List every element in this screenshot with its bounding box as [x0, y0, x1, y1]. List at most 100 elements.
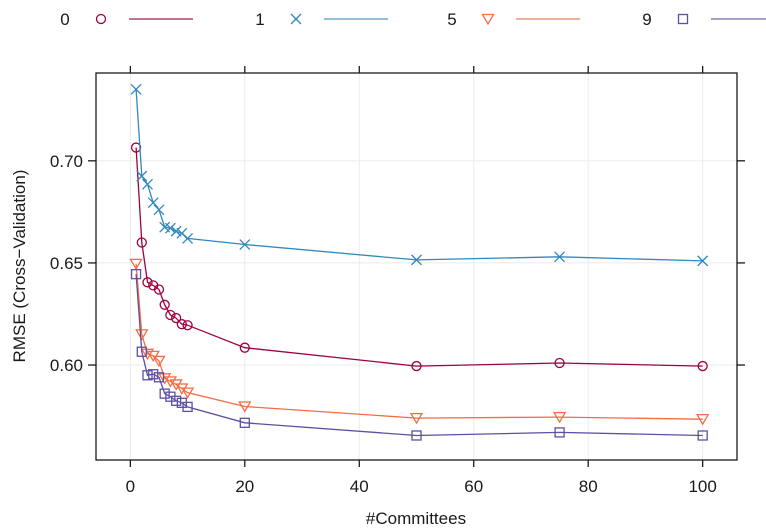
legend-marker-square	[677, 13, 689, 25]
x-tick-label: 80	[579, 477, 598, 496]
data-point-9	[159, 388, 170, 399]
data-point-0	[411, 360, 422, 372]
data-point-9	[153, 372, 165, 383]
data-point-1-stroke	[554, 251, 566, 263]
data-point-1	[136, 170, 148, 182]
data-point-9	[136, 346, 147, 357]
series-5	[129, 258, 710, 426]
data-point-9	[411, 430, 422, 441]
x-tick-label: 0	[126, 477, 135, 496]
series-line-0	[135, 147, 703, 367]
x-tick-label: 100	[688, 477, 716, 496]
data-point-5	[180, 387, 195, 399]
data-point-0	[554, 357, 565, 369]
data-point-1	[182, 232, 194, 244]
data-point-0	[159, 299, 170, 310]
data-point-0	[239, 342, 250, 353]
data-point-1-stroke	[142, 178, 153, 190]
data-point-1	[130, 83, 142, 95]
legend-label: 9	[642, 10, 651, 29]
data-point-1	[164, 222, 176, 234]
legend-label: 1	[255, 10, 264, 29]
data-point-0	[176, 319, 187, 330]
data-point-1-stroke	[164, 222, 176, 234]
x-tick-label: 60	[464, 477, 483, 496]
data-point-5	[175, 383, 189, 395]
plot-frame	[95, 72, 738, 461]
data-point-1	[697, 255, 709, 267]
data-point-1-stroke	[697, 255, 709, 267]
legend-marker-triangle-down	[481, 13, 495, 26]
data-point-5	[552, 411, 567, 424]
data-point-0	[697, 360, 708, 372]
legend-marker-circle	[95, 13, 107, 25]
data-point-1-stroke	[239, 239, 251, 251]
data-point-1	[554, 251, 566, 263]
series-line-1	[135, 89, 703, 262]
legend-label: 0	[60, 10, 69, 29]
series-layer	[129, 83, 710, 441]
x-tick-label: 40	[350, 477, 369, 496]
series-line-5	[135, 263, 703, 420]
data-point-0	[142, 277, 153, 288]
data-point-1-stroke	[182, 232, 194, 244]
legend-item-9: 9	[642, 10, 766, 29]
data-point-1	[147, 197, 159, 209]
data-point-9	[554, 427, 565, 438]
data-point-1-stroke	[176, 227, 188, 239]
data-point-1	[170, 225, 182, 237]
series-9	[130, 269, 708, 441]
legend-label: 5	[447, 10, 456, 29]
data-point-1-stroke	[130, 83, 142, 95]
data-point-5	[409, 412, 424, 425]
data-point-9	[130, 269, 142, 280]
data-point-1	[142, 178, 153, 190]
data-point-9	[142, 370, 153, 381]
data-point-9	[170, 395, 182, 406]
data-point-5	[169, 379, 183, 391]
legend: 0 1 5 9	[60, 10, 766, 29]
data-point-1	[411, 254, 422, 266]
data-point-1-stroke	[153, 204, 165, 216]
data-point-5	[129, 258, 143, 271]
series-0	[130, 142, 708, 372]
data-point-5	[140, 348, 155, 361]
x-axis-title: #Committees	[366, 509, 466, 528]
series-line-9	[135, 274, 703, 437]
data-point-5	[163, 376, 178, 388]
x-tick-label: 20	[235, 477, 254, 496]
data-point-5	[152, 355, 166, 368]
data-point-5	[158, 373, 172, 385]
legend-item-5: 5	[447, 10, 580, 29]
data-point-5	[135, 329, 149, 341]
data-point-9	[239, 417, 250, 428]
y-axis-title: RMSE (Cross−Validation)	[10, 170, 29, 363]
y-tick-label: 0.70	[50, 152, 83, 171]
data-point-9	[182, 401, 193, 413]
legend-marker-x	[290, 13, 302, 25]
data-point-1-stroke	[170, 225, 182, 237]
legend-marker-x-stroke	[290, 13, 302, 25]
series-1	[130, 83, 709, 267]
data-point-1-stroke	[147, 197, 159, 209]
data-point-1-stroke	[136, 170, 148, 182]
data-point-0	[165, 309, 176, 321]
legend-item-1: 1	[255, 10, 388, 29]
data-point-5	[238, 401, 252, 413]
data-point-5	[696, 414, 710, 426]
data-point-9	[697, 430, 708, 441]
legend-item-0: 0	[60, 10, 193, 29]
data-point-0	[170, 312, 182, 324]
y-tick-label: 0.60	[50, 356, 83, 375]
data-point-1	[153, 204, 165, 216]
data-point-1-stroke	[411, 254, 422, 266]
data-point-1	[239, 239, 251, 251]
data-point-1-stroke	[159, 221, 171, 233]
data-point-0	[136, 237, 147, 248]
axes: 0 20 40 60 80 100 0.60 0.65 0.70	[50, 66, 745, 496]
data-point-0	[182, 320, 193, 331]
y-tick-label: 0.65	[50, 254, 83, 273]
data-point-0	[153, 284, 165, 295]
data-point-9	[148, 369, 159, 380]
